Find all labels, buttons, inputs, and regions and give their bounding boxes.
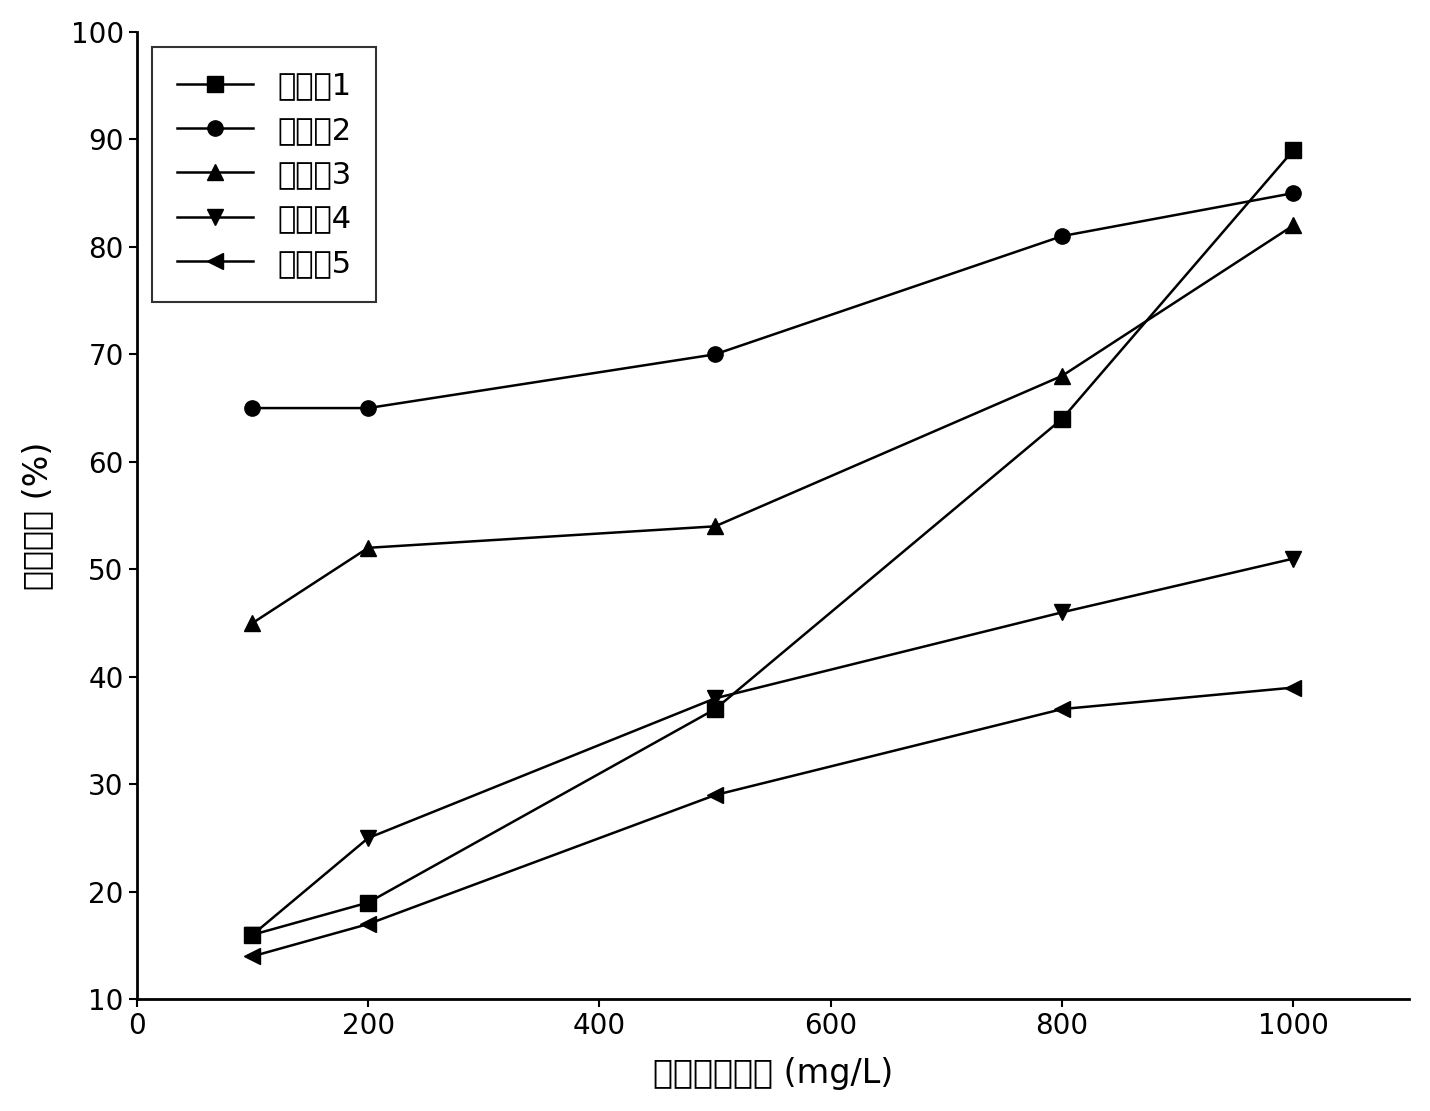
实验组4	[245, 928, 262, 941]
Line: 实验组4: 实验组4	[245, 551, 1301, 942]
Y-axis label: 脱色效率 (%): 脱色效率 (%)	[21, 441, 54, 590]
实验组1	[1054, 412, 1071, 426]
实验组2	[706, 348, 724, 361]
Line: 实验组3: 实验组3	[245, 218, 1301, 631]
实验组3	[359, 541, 376, 554]
实验组1	[1286, 143, 1303, 157]
Line: 实验组1: 实验组1	[245, 142, 1301, 942]
Legend: 实验组1, 实验组2, 实验组3, 实验组4, 实验组5: 实验组1, 实验组2, 实验组3, 实验组4, 实验组5	[152, 47, 376, 302]
Line: 实验组5: 实验组5	[245, 680, 1301, 964]
实验组4	[1054, 605, 1071, 619]
实验组5	[359, 918, 376, 931]
实验组5	[706, 789, 724, 802]
实验组2	[359, 401, 376, 414]
实验组4	[359, 831, 376, 844]
实验组3	[1286, 219, 1303, 232]
实验组1	[359, 895, 376, 909]
实验组4	[1286, 552, 1303, 565]
实验组1	[706, 702, 724, 715]
实验组5	[1286, 681, 1303, 694]
Line: 实验组2: 实验组2	[245, 186, 1301, 416]
实验组2	[245, 401, 262, 414]
实验组3	[1054, 369, 1071, 382]
实验组1	[245, 928, 262, 941]
实验组2	[1054, 229, 1071, 242]
实验组4	[706, 692, 724, 705]
X-axis label: 絮凝剂投加量 (mg/L): 絮凝剂投加量 (mg/L)	[654, 1058, 894, 1090]
实验组5	[1054, 702, 1071, 715]
实验组5	[245, 950, 262, 963]
实验组3	[245, 617, 262, 630]
实验组2	[1286, 187, 1303, 200]
实验组3	[706, 520, 724, 533]
